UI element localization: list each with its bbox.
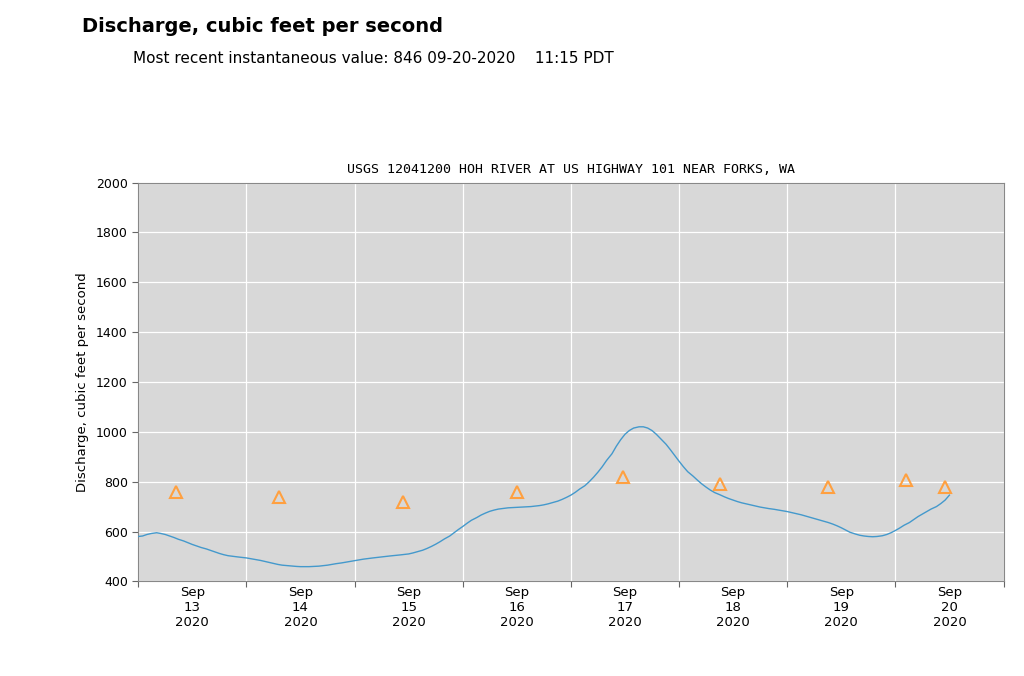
Text: Discharge, cubic feet per second: Discharge, cubic feet per second (82, 17, 443, 36)
Y-axis label: Discharge, cubic feet per second: Discharge, cubic feet per second (76, 272, 89, 492)
Text: Most recent instantaneous value: 846 09-20-2020    11:15 PDT: Most recent instantaneous value: 846 09-… (133, 51, 613, 66)
Title: USGS 12041200 HOH RIVER AT US HIGHWAY 101 NEAR FORKS, WA: USGS 12041200 HOH RIVER AT US HIGHWAY 10… (347, 163, 795, 176)
